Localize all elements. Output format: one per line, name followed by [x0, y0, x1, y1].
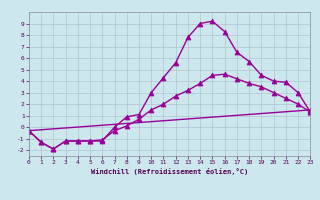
X-axis label: Windchill (Refroidissement éolien,°C): Windchill (Refroidissement éolien,°C): [91, 168, 248, 175]
